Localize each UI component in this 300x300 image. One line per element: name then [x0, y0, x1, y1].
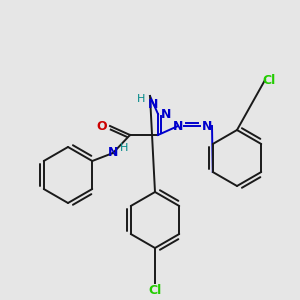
Text: N: N: [108, 146, 118, 160]
Text: H: H: [120, 143, 128, 153]
Text: Cl: Cl: [148, 284, 162, 296]
Text: N: N: [161, 107, 171, 121]
Text: O: O: [97, 119, 107, 133]
Text: N: N: [202, 119, 212, 133]
Text: Cl: Cl: [262, 74, 276, 86]
Text: N: N: [148, 98, 158, 110]
Text: H: H: [137, 94, 145, 104]
Text: N: N: [173, 119, 183, 133]
